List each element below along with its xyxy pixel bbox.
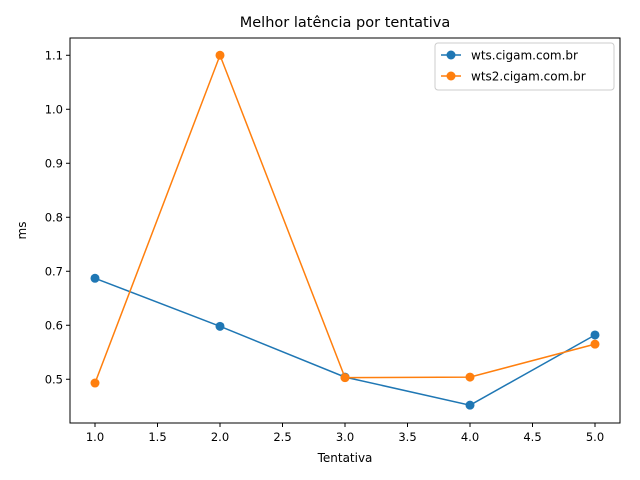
y-tick-label: 1.1 — [45, 48, 63, 62]
legend-marker-wts — [446, 50, 456, 60]
y-axis-label: ms — [15, 222, 29, 240]
x-axis-label: Tentativa — [317, 451, 373, 465]
x-tick-label: 2.5 — [273, 430, 291, 444]
legend: wts.cigam.com.br wts2.cigam.com.br — [434, 42, 615, 91]
data-point-series-1 — [340, 373, 350, 383]
x-tick-label: 1.0 — [86, 430, 104, 444]
x-axis-ticks: 1.0 1.5 2.0 2.5 3.0 3.5 4.0 4.5 5.0 — [86, 423, 604, 444]
plot-area-frame — [69, 37, 621, 424]
legend-marker-wts2 — [446, 71, 456, 81]
legend-label-wts: wts.cigam.com.br — [471, 49, 578, 63]
data-point-series-1 — [590, 339, 600, 349]
data-point-series-0 — [215, 321, 225, 331]
legend-box — [434, 42, 615, 91]
data-point-series-0 — [90, 273, 100, 283]
y-tick-label: 0.7 — [45, 264, 63, 278]
legend-label-wts2: wts2.cigam.com.br — [471, 70, 586, 84]
data-point-series-0 — [465, 400, 475, 410]
x-tick-label: 3.5 — [398, 430, 416, 444]
x-tick-label: 4.0 — [461, 430, 479, 444]
x-tick-label: 1.5 — [148, 430, 166, 444]
data-point-series-1 — [90, 378, 100, 388]
data-point-series-1 — [465, 372, 475, 382]
y-axis-ticks: 0.5 0.6 0.7 0.8 0.9 1.0 1.1 — [45, 48, 70, 386]
x-tick-label: 5.0 — [586, 430, 604, 444]
y-tick-label: 0.5 — [45, 372, 63, 386]
chart-title: Melhor latência por tentativa — [240, 15, 451, 31]
x-tick-label: 2.0 — [211, 430, 229, 444]
data-point-series-0 — [590, 330, 600, 340]
x-tick-label: 4.5 — [523, 430, 541, 444]
y-tick-label: 0.8 — [45, 210, 63, 224]
y-tick-label: 0.9 — [45, 156, 63, 170]
series-layer — [90, 50, 600, 410]
data-point-series-1 — [215, 50, 225, 60]
x-tick-label: 3.0 — [336, 430, 354, 444]
y-tick-label: 0.6 — [45, 318, 63, 332]
y-tick-label: 1.0 — [45, 102, 63, 116]
